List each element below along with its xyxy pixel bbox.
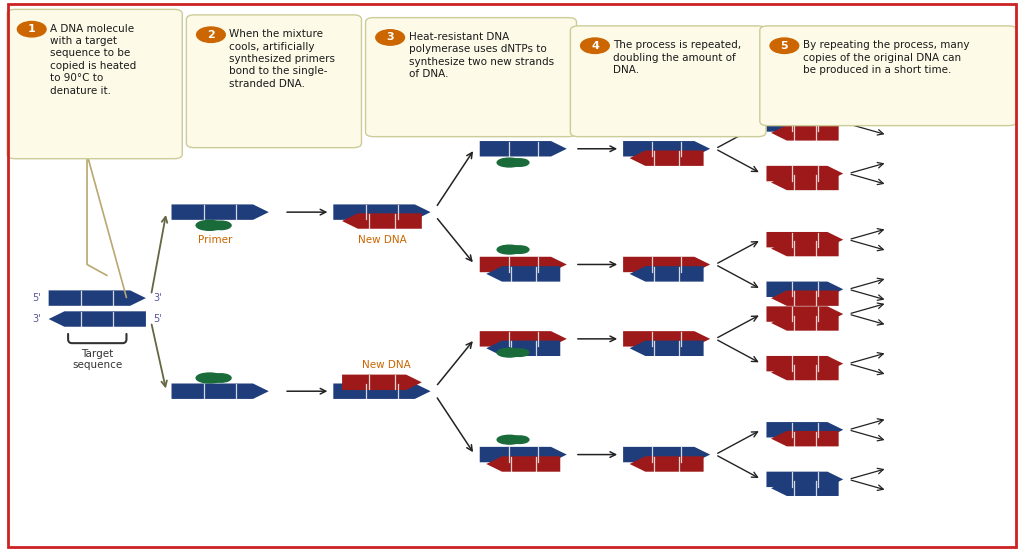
Polygon shape — [623, 331, 711, 347]
Ellipse shape — [211, 374, 231, 382]
Polygon shape — [342, 375, 422, 390]
Polygon shape — [630, 150, 703, 166]
Text: New DNA: New DNA — [357, 235, 407, 245]
Ellipse shape — [511, 159, 529, 166]
Polygon shape — [766, 356, 844, 371]
Text: Target
sequence: Target sequence — [72, 349, 123, 370]
Polygon shape — [49, 290, 146, 306]
Polygon shape — [171, 204, 268, 220]
Ellipse shape — [498, 158, 522, 167]
Polygon shape — [766, 282, 844, 297]
Polygon shape — [486, 456, 560, 472]
Polygon shape — [630, 341, 703, 356]
Text: A DNA molecule
with a target
sequence to be
copied is heated
to 90°C to
denature: A DNA molecule with a target sequence to… — [50, 24, 136, 96]
Text: 1: 1 — [28, 24, 36, 34]
Polygon shape — [479, 141, 567, 156]
Polygon shape — [623, 257, 711, 272]
Polygon shape — [486, 266, 560, 282]
Polygon shape — [766, 116, 844, 132]
Ellipse shape — [511, 349, 529, 356]
Ellipse shape — [511, 246, 529, 253]
Polygon shape — [479, 331, 567, 347]
Polygon shape — [623, 447, 711, 462]
Text: 5': 5' — [154, 314, 162, 324]
Polygon shape — [766, 472, 844, 487]
FancyBboxPatch shape — [760, 26, 1017, 126]
Ellipse shape — [498, 348, 522, 357]
Polygon shape — [766, 422, 844, 437]
Polygon shape — [766, 232, 844, 247]
Text: Heat-resistant DNA
polymerase uses dNTPs to
synthesize two new strands
of DNA.: Heat-resistant DNA polymerase uses dNTPs… — [409, 32, 554, 79]
Text: 3': 3' — [32, 314, 41, 324]
Circle shape — [770, 38, 799, 53]
Text: 3': 3' — [154, 293, 162, 303]
FancyBboxPatch shape — [366, 18, 577, 137]
Ellipse shape — [211, 221, 231, 230]
Polygon shape — [771, 431, 839, 446]
Polygon shape — [771, 365, 839, 380]
Polygon shape — [771, 480, 839, 496]
Polygon shape — [630, 266, 703, 282]
Ellipse shape — [498, 245, 522, 254]
Text: By repeating the process, many
copies of the original DNA can
be produced in a s: By repeating the process, many copies of… — [803, 40, 970, 75]
Text: 5': 5' — [32, 293, 41, 303]
Polygon shape — [334, 383, 430, 399]
Polygon shape — [771, 125, 839, 141]
Polygon shape — [766, 306, 844, 322]
Polygon shape — [334, 204, 430, 220]
Polygon shape — [171, 383, 268, 399]
Ellipse shape — [197, 373, 223, 383]
Text: 5: 5 — [780, 41, 788, 51]
Ellipse shape — [498, 435, 522, 444]
Polygon shape — [771, 175, 839, 190]
Text: 2: 2 — [207, 30, 215, 40]
Text: Primer: Primer — [198, 235, 232, 245]
Text: The process is repeated,
doubling the amount of
DNA.: The process is repeated, doubling the am… — [613, 40, 741, 75]
Text: 4: 4 — [591, 41, 599, 51]
FancyBboxPatch shape — [186, 15, 361, 148]
Circle shape — [376, 30, 404, 45]
Polygon shape — [766, 166, 844, 181]
Polygon shape — [771, 290, 839, 306]
Circle shape — [197, 27, 225, 42]
Text: When the mixture
cools, artificially
synthesized primers
bond to the single-
str: When the mixture cools, artificially syn… — [229, 29, 336, 89]
Ellipse shape — [511, 436, 529, 444]
FancyBboxPatch shape — [7, 9, 182, 159]
Polygon shape — [630, 456, 703, 472]
Polygon shape — [771, 315, 839, 331]
Circle shape — [581, 38, 609, 53]
Polygon shape — [342, 213, 422, 229]
Polygon shape — [771, 241, 839, 256]
FancyBboxPatch shape — [570, 26, 766, 137]
Text: 3: 3 — [386, 33, 394, 42]
Ellipse shape — [197, 220, 223, 230]
Polygon shape — [479, 447, 567, 462]
Polygon shape — [479, 257, 567, 272]
Polygon shape — [486, 341, 560, 356]
Polygon shape — [623, 141, 711, 156]
Circle shape — [17, 21, 46, 37]
Text: New DNA: New DNA — [362, 360, 412, 370]
Polygon shape — [49, 311, 146, 327]
